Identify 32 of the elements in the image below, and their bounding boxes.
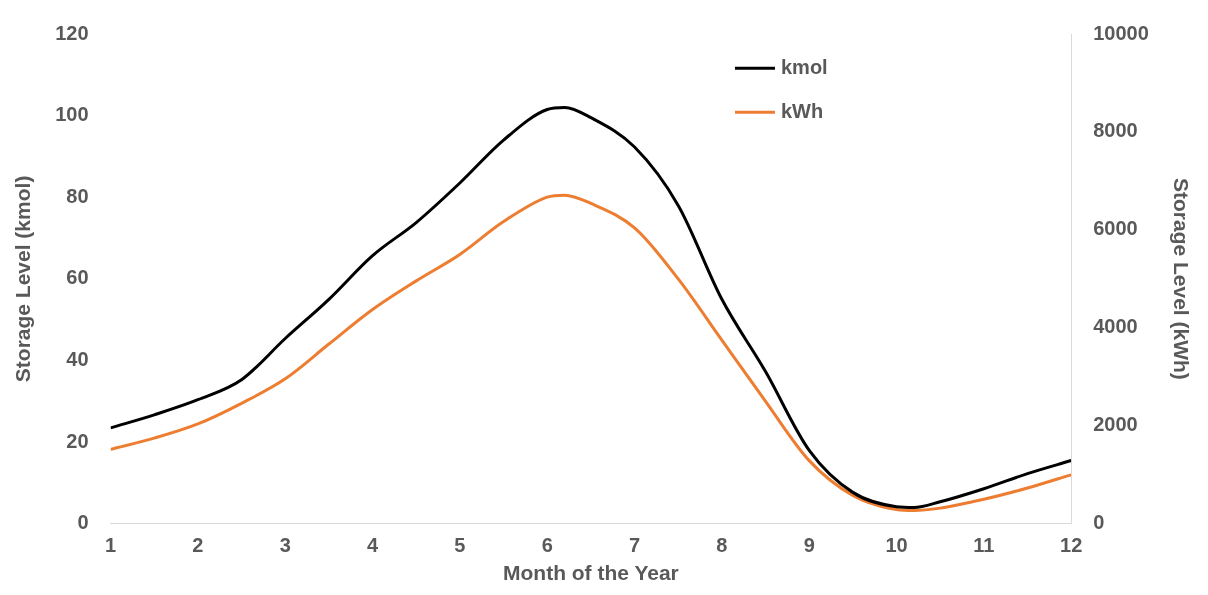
x-tick-label: 3: [279, 534, 291, 557]
y2-tick-label: 8000: [1093, 119, 1138, 142]
x-tick-label: 10: [885, 534, 908, 557]
line-series: [110, 105, 1072, 509]
x-tick-label: 7: [628, 534, 641, 557]
y2-tick-label: 0: [1093, 511, 1105, 534]
y2-tick-label: 6000: [1093, 217, 1138, 240]
y-tick-label: 20: [66, 429, 89, 452]
y2-tick-label: 4000: [1093, 315, 1138, 338]
x-axis-title: Month of the Year: [502, 561, 679, 585]
y2-axis-title: Storage Level (kWh): [1169, 177, 1193, 380]
x-tick-label: 9: [803, 534, 815, 557]
x-tick-label: 4: [366, 534, 379, 557]
y-tick-label: 100: [55, 103, 89, 126]
y-tick-label: 60: [66, 266, 89, 289]
x-tick-label: 11: [973, 534, 995, 557]
y2-tick-label: 10000: [1093, 21, 1149, 44]
y-tick-label: 0: [77, 511, 89, 534]
y2-tick-label: 2000: [1093, 413, 1138, 436]
line-series: [110, 193, 1072, 513]
x-tick-label: 5: [454, 534, 466, 557]
x-tick-label: 1: [105, 534, 117, 557]
legend-label: kmol: [780, 55, 828, 78]
x-tick-label: 12: [1060, 534, 1083, 557]
x-tick-label: 8: [716, 534, 728, 557]
x-tick-label: 2: [192, 534, 204, 557]
x-tick-label: 6: [541, 534, 553, 557]
y-axis-title: Storage Level (kmol): [11, 175, 35, 383]
y-tick-label: 40: [66, 348, 89, 371]
y-tick-label: 80: [66, 184, 89, 207]
y-tick-label: 120: [55, 21, 89, 44]
legend-label: kWh: [780, 99, 824, 122]
